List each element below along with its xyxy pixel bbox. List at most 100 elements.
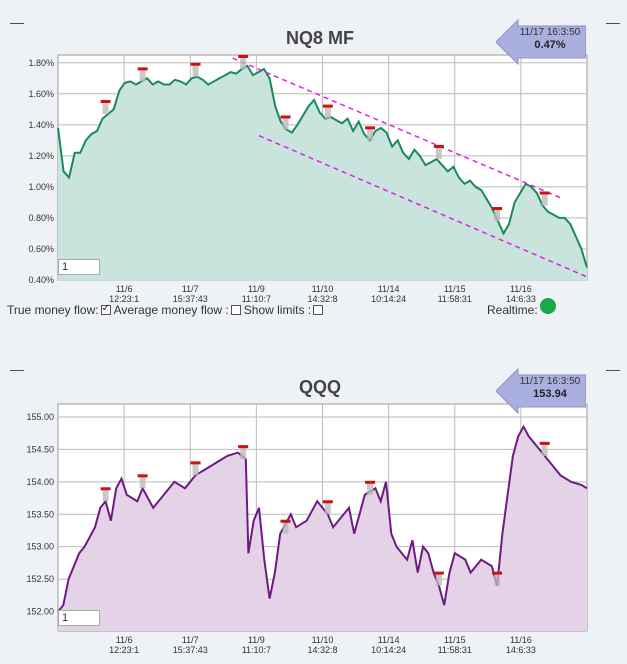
y-tick-label: 154.00 — [26, 477, 54, 487]
series-area — [58, 65, 587, 281]
y-tick-label: 1.60% — [28, 89, 54, 99]
chart-plot-qqq: 155.00 154.50 154.00 153.50 153.00 152.50 152.… — [26, 403, 588, 655]
marker-bar — [541, 193, 548, 206]
marker-flag — [238, 445, 249, 449]
marker-flag — [137, 474, 148, 478]
marker-flag — [365, 126, 376, 130]
y-tick-label: 0.80% — [28, 213, 54, 223]
show-limits-checkbox[interactable] — [313, 305, 324, 315]
average-money-flow-checkbox[interactable] — [230, 305, 241, 315]
marker-bar — [139, 476, 146, 489]
x-tick-date: 11/16 — [510, 284, 532, 294]
y-tick-label: 0.40% — [28, 275, 54, 285]
realtime-label: Realtime: — [487, 303, 538, 317]
arrow-left-icon — [496, 18, 586, 66]
marker-bar — [494, 573, 501, 586]
x-tick-date: 11/6 — [116, 635, 133, 645]
realtime-status-icon[interactable] — [540, 298, 556, 314]
marker-flag — [365, 480, 376, 484]
y-tick-label: 153.50 — [26, 509, 54, 519]
chart-panel-qqq: — — QQQ 155.00 154.50 154.00 153.50 153.00 15… — [0, 335, 627, 664]
marker-flag — [433, 571, 444, 575]
y-tick-label: 1.40% — [28, 120, 54, 130]
y-tick-label: 152.50 — [26, 574, 54, 584]
marker-bar — [139, 69, 146, 82]
x-tick-time: 14:32:8 — [307, 294, 337, 304]
marker-flag — [137, 67, 148, 71]
marker-flag — [100, 487, 111, 491]
marker-bar — [282, 521, 289, 534]
x-tick-date: 11/14 — [378, 284, 400, 294]
collapse-dash-left[interactable]: — — [10, 14, 24, 30]
x-tick-date: 11/9 — [248, 284, 265, 294]
y-tick-label: 152.00 — [26, 607, 54, 617]
x-tick-time: 14:6:33 — [506, 645, 536, 655]
collapse-dash-left[interactable]: — — [10, 361, 24, 377]
marker-flag — [190, 62, 201, 66]
marker-bar — [240, 447, 247, 460]
value-callout: 11/17 16:3:50 153.94 — [496, 367, 586, 415]
series-line — [57, 424, 588, 613]
marker-flag — [433, 144, 444, 148]
callout-value: 153.94 — [533, 388, 567, 400]
marker-bar — [240, 56, 247, 69]
x-tick-time: 15:37:43 — [173, 645, 208, 655]
x-tick-date: 11/15 — [444, 635, 466, 645]
marker-bar — [192, 64, 199, 77]
period-input[interactable]: 1 — [58, 610, 100, 626]
average-money-flow-label: Average money flow : — [113, 303, 229, 317]
x-tick-date: 11/10 — [312, 284, 334, 294]
marker-flag — [100, 99, 111, 103]
x-tick-time: 10:14:24 — [371, 294, 406, 304]
x-tick-time: 11:58:31 — [438, 645, 472, 655]
flow-controls: True money flow: Average money flow : Show… — [7, 303, 326, 317]
marker-bar — [324, 502, 331, 515]
collapse-dash-right[interactable]: — — [606, 14, 620, 30]
x-tick-date: 11/14 — [378, 635, 400, 645]
trendline — [258, 135, 588, 278]
x-tick-time: 11:10:7 — [242, 645, 271, 655]
x-tick-date: 11/16 — [510, 635, 532, 645]
x-tick-time: 11:10:7 — [242, 294, 271, 304]
x-tick-date: 11/9 — [248, 635, 265, 645]
marker-bar — [102, 101, 109, 114]
chart-panel-nq8: — — NQ8 MF 1.80% 1.60% 1.40% 1.20% 1.00% 0.80… — [0, 0, 627, 330]
marker-flag — [238, 54, 249, 58]
collapse-dash-right[interactable]: — — [606, 361, 620, 377]
x-tick-date: 11/10 — [312, 635, 334, 645]
marker-flag — [280, 115, 291, 119]
y-tick-label: 155.00 — [26, 412, 54, 422]
marker-bar — [282, 117, 289, 130]
marker-flag — [280, 519, 291, 523]
y-tick-label: 1.00% — [28, 182, 54, 192]
x-tick-time: 14:32:8 — [307, 645, 337, 655]
marker-bar — [435, 146, 442, 159]
marker-bar — [367, 128, 374, 141]
callout-time: 11/17 16:3:50 — [519, 27, 581, 38]
marker-bar — [102, 489, 109, 502]
marker-flag — [539, 191, 550, 195]
y-tick-label: 1.20% — [28, 151, 54, 161]
trendline — [232, 57, 561, 199]
period-input[interactable]: 1 — [58, 259, 100, 275]
marker-flag — [492, 207, 503, 211]
x-tick-time: 11:58:31 — [438, 294, 472, 304]
true-money-flow-checkbox[interactable] — [100, 303, 111, 315]
callout-time: 11/17 16:3:50 — [519, 376, 581, 387]
marker-flag — [190, 461, 201, 465]
marker-flag — [492, 571, 503, 575]
x-tick-time: 12:23:1 — [109, 645, 139, 655]
chart-title: QQQ — [298, 377, 341, 397]
series-line — [57, 64, 588, 268]
x-tick-date: 11/15 — [444, 284, 466, 294]
x-tick-date: 11/6 — [116, 284, 133, 294]
marker-bar — [435, 573, 442, 586]
marker-bar — [541, 443, 548, 456]
y-tick-label: 154.50 — [26, 444, 54, 454]
y-tick-label: 0.60% — [28, 244, 54, 254]
y-tick-label: 153.00 — [26, 542, 54, 552]
marker-bar — [192, 463, 199, 476]
marker-bar — [367, 482, 374, 495]
true-money-flow-label: True money flow: — [7, 303, 99, 317]
chart-plot-nq8: 1.80% 1.60% 1.40% 1.20% 1.00% 0.80% 0.60% 0.40%… — [28, 54, 588, 304]
